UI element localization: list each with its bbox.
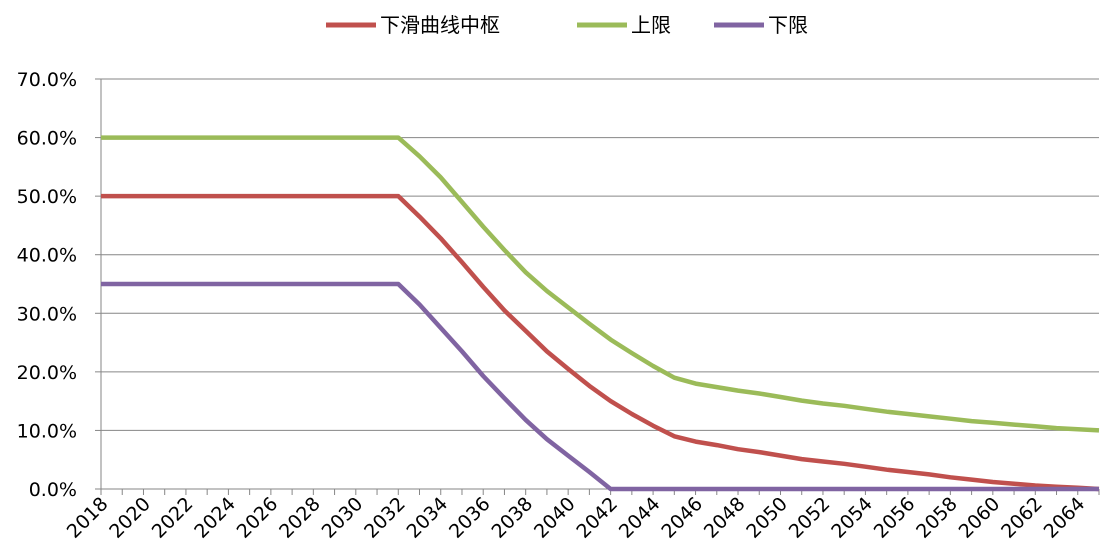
y-tick-label: 20.0% — [17, 362, 77, 384]
x-tick-label: 2026 — [233, 493, 283, 543]
legend: 下滑曲线中枢 上限 下限 — [326, 13, 808, 37]
x-axis: 2018202020222024202620282030203220342036… — [63, 488, 1100, 543]
x-tick-label: 2046 — [657, 493, 707, 543]
x-tick-label: 2064 — [1040, 493, 1090, 543]
x-tick-label: 2048 — [700, 493, 750, 543]
x-tick-label: 2054 — [827, 493, 877, 543]
series-line-0 — [101, 193, 1100, 492]
x-tick-label: 2038 — [487, 493, 537, 543]
x-tick-label: 2050 — [742, 493, 792, 543]
x-tick-label: 2020 — [105, 493, 155, 543]
x-tick-label: 2036 — [445, 493, 495, 543]
y-axis: 0.0% 10.0% 20.0% 30.0% 40.0% 50.0% 60.0% 70.0% — [17, 69, 102, 501]
series-line-1 — [101, 135, 1100, 433]
y-tick-label: 40.0% — [17, 245, 77, 267]
x-tick-label: 2058 — [912, 493, 962, 543]
x-tick-label: 2052 — [785, 493, 835, 543]
x-tick-label: 2024 — [190, 493, 240, 543]
y-tick-label: 50.0% — [17, 186, 77, 208]
legend-label-0: 下滑曲线中枢 — [380, 13, 500, 37]
x-tick-label: 2042 — [572, 493, 622, 543]
x-tick-label: 2022 — [148, 493, 198, 543]
x-tick-label: 2034 — [403, 493, 453, 543]
y-tick-label: 10.0% — [17, 420, 77, 442]
legend-label-1: 上限 — [631, 13, 671, 37]
x-tick-label: 2056 — [870, 493, 920, 543]
y-tick-label: 30.0% — [17, 303, 77, 325]
x-tick-label: 2030 — [318, 493, 368, 543]
x-tick-label: 2032 — [360, 493, 410, 543]
legend-label-2: 下限 — [768, 13, 808, 37]
y-tick-label: 0.0% — [29, 479, 77, 501]
series-lines — [101, 135, 1100, 492]
x-tick-label: 2040 — [530, 493, 580, 543]
x-tick-label: 2062 — [997, 493, 1047, 543]
y-tick-label: 60.0% — [17, 128, 77, 150]
series-line-2 — [101, 281, 1099, 492]
x-tick-label: 2044 — [615, 493, 665, 543]
y-tick-label: 70.0% — [17, 69, 77, 91]
x-tick-label: 2028 — [275, 493, 325, 543]
x-tick-label: 2060 — [955, 493, 1005, 543]
